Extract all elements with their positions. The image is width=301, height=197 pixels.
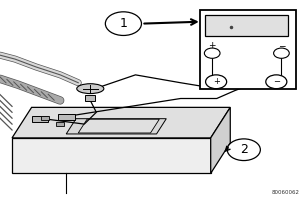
Text: 80060062: 80060062 [272,190,299,195]
Polygon shape [211,107,230,173]
Text: +: + [213,77,219,86]
Text: 2: 2 [240,143,248,156]
FancyBboxPatch shape [56,122,64,126]
FancyBboxPatch shape [85,95,95,101]
Ellipse shape [77,84,104,94]
Polygon shape [78,119,159,133]
Polygon shape [12,138,211,173]
FancyBboxPatch shape [58,114,75,120]
FancyBboxPatch shape [205,15,288,36]
Polygon shape [12,107,230,138]
Circle shape [274,48,289,58]
FancyBboxPatch shape [200,10,296,89]
Text: −: − [278,41,285,50]
Circle shape [206,75,227,89]
Circle shape [105,12,141,35]
Text: 1: 1 [119,17,127,30]
Text: −: − [273,77,280,86]
Circle shape [227,139,260,161]
FancyBboxPatch shape [41,116,49,120]
Polygon shape [66,119,166,134]
Circle shape [204,48,220,58]
FancyBboxPatch shape [32,116,48,122]
Text: +: + [209,41,216,50]
Circle shape [266,75,287,89]
